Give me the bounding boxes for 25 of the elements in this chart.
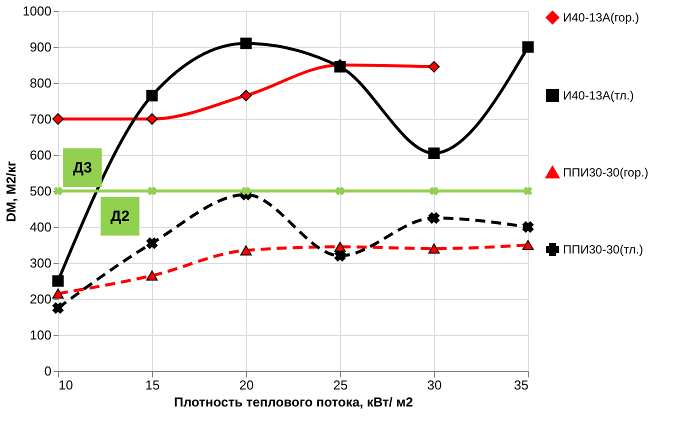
y-tick-label: 900 (30, 40, 52, 54)
x-tick-label: 10 (58, 378, 73, 392)
legend-label: ППИ30-30(гор.) (563, 166, 648, 180)
y-tick-label: 400 (30, 220, 52, 234)
legend-label: И40-13А(тл.) (563, 88, 634, 102)
y-tick-label: 600 (30, 148, 52, 162)
y-tick-label: 700 (30, 112, 52, 126)
x-tick-label: 30 (427, 378, 442, 392)
y-tick-label: 800 (30, 76, 52, 90)
legend-label: И40-13А(гор.) (563, 10, 640, 24)
y-axis-title: DM, М2/кг (4, 160, 19, 222)
x-tick-label: 35 (514, 378, 528, 392)
y-tick-label: 500 (30, 184, 52, 198)
legend-label: ППИ30-30(тл.) (563, 242, 644, 256)
y-tick-label: 100 (30, 328, 52, 342)
annotation: Д3 (72, 160, 92, 177)
y-tick-label: 0 (44, 364, 52, 378)
annotation: Д2 (110, 208, 130, 226)
y-tick-label: 1000 (22, 4, 52, 18)
y-tick-label: 200 (30, 292, 52, 306)
y-tick-label: 300 (30, 256, 52, 270)
x-tick-label: 15 (145, 378, 160, 392)
x-axis-title: Плотность теплового потока, кВт/ м2 (174, 394, 413, 410)
x-tick-label: 20 (239, 378, 254, 392)
x-tick-label: 25 (333, 378, 348, 392)
